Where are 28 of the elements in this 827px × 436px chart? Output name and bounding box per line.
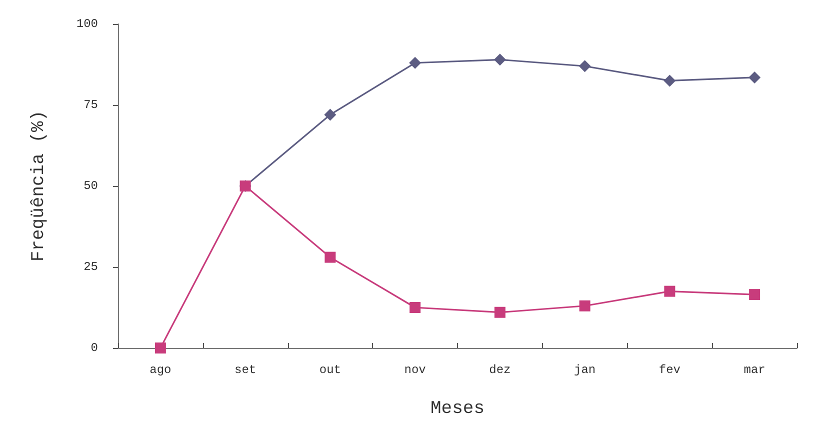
x-tick-label: nov bbox=[404, 363, 426, 377]
y-tick-label: 50 bbox=[84, 179, 98, 193]
y-axis-title: Freqüência (%) bbox=[29, 110, 49, 262]
x-tick-label: ago bbox=[150, 363, 172, 377]
point bbox=[748, 71, 761, 84]
y-tick-label: 100 bbox=[76, 17, 98, 31]
point bbox=[409, 56, 422, 69]
point bbox=[494, 306, 506, 318]
x-axis-title: Meses bbox=[430, 399, 485, 419]
point bbox=[154, 342, 166, 354]
x-tick-label: set bbox=[234, 363, 256, 377]
point bbox=[324, 108, 336, 121]
point bbox=[494, 54, 506, 66]
point bbox=[749, 289, 760, 300]
x-tick-label: out bbox=[319, 363, 341, 377]
x-tick-label: mar bbox=[744, 363, 766, 377]
y-tick-label: 25 bbox=[84, 260, 98, 274]
point bbox=[324, 252, 336, 263]
y-tick-label: 0 bbox=[90, 341, 98, 355]
x-tick-label: dez bbox=[489, 363, 511, 377]
x-tick-label: fev bbox=[658, 363, 680, 377]
y-tick-label: 75 bbox=[84, 98, 98, 112]
point bbox=[579, 300, 590, 312]
point bbox=[578, 60, 591, 72]
point bbox=[664, 74, 676, 87]
point bbox=[664, 286, 676, 297]
point bbox=[410, 302, 421, 313]
x-tick-label: jan bbox=[574, 363, 596, 377]
